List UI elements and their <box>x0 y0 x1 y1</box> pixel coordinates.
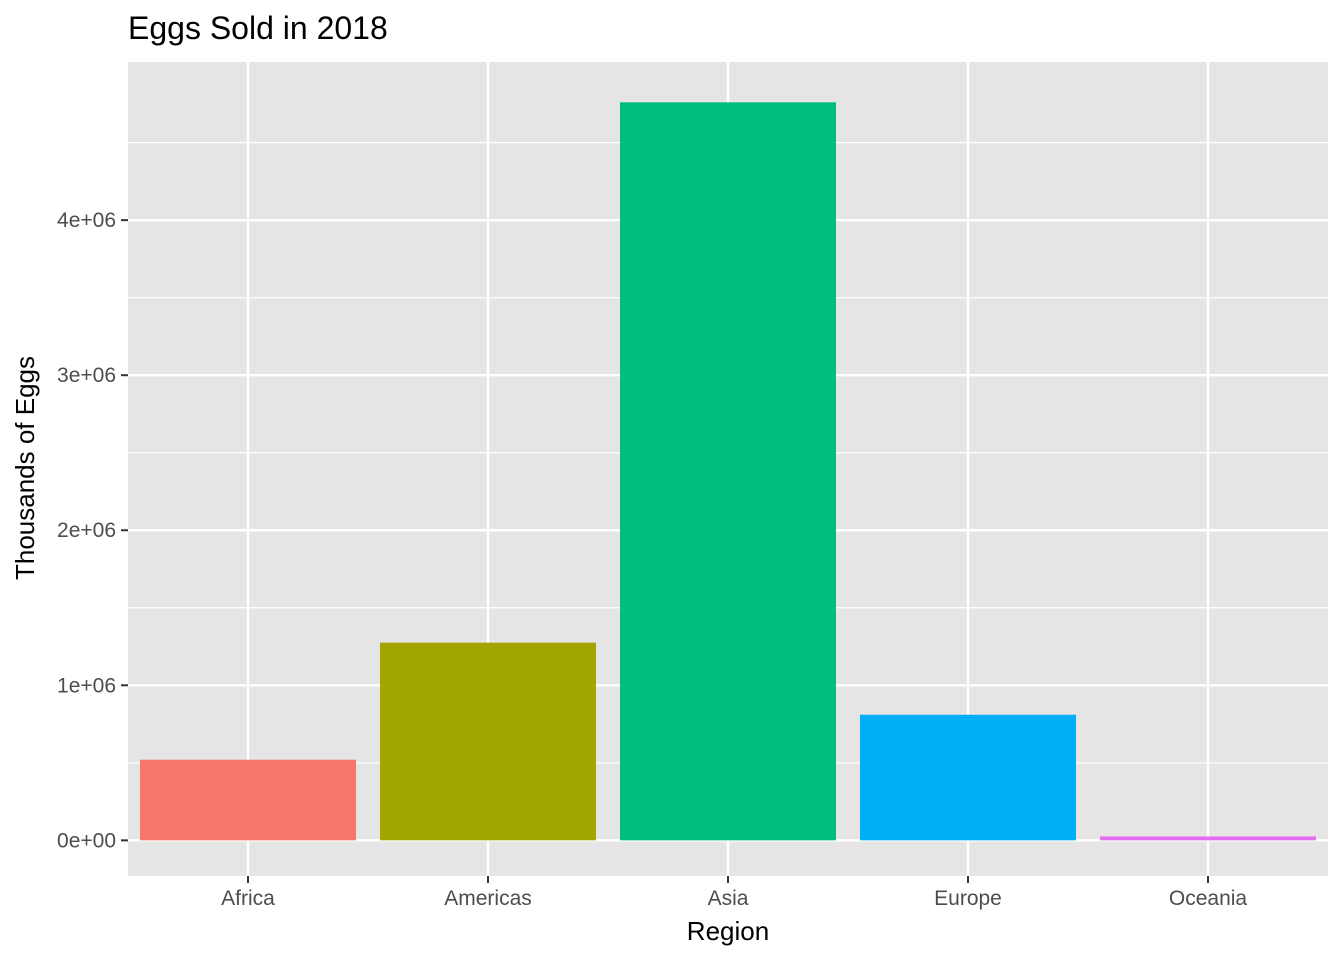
x-tick-label: Asia <box>708 887 749 910</box>
y-tick-label: 4e+06 <box>57 209 116 232</box>
x-tick-label: Europe <box>934 887 1002 910</box>
bar-europe <box>860 714 1076 841</box>
x-tick-label: Oceania <box>1169 887 1248 910</box>
bar-asia <box>620 102 836 841</box>
y-axis-title: Thousands of Eggs <box>10 356 40 580</box>
y-tick-label: 3e+06 <box>57 364 116 387</box>
x-axis: Africa Americas Asia Europe Oceania <box>221 876 1247 910</box>
bar-africa <box>140 759 356 841</box>
y-tick-label: 2e+06 <box>57 519 116 542</box>
bars <box>140 102 1316 841</box>
y-tick-label: 1e+06 <box>57 674 116 697</box>
chart-title: Eggs Sold in 2018 <box>128 10 388 46</box>
y-axis: 0e+00 1e+06 2e+06 3e+06 4e+06 <box>57 209 128 852</box>
y-tick-label: 0e+00 <box>57 829 116 852</box>
x-tick-label: Africa <box>221 887 275 910</box>
x-tick-label: Americas <box>444 887 532 910</box>
bar-americas <box>380 642 596 841</box>
bar-oceania <box>1100 836 1316 841</box>
x-axis-title: Region <box>687 916 769 946</box>
